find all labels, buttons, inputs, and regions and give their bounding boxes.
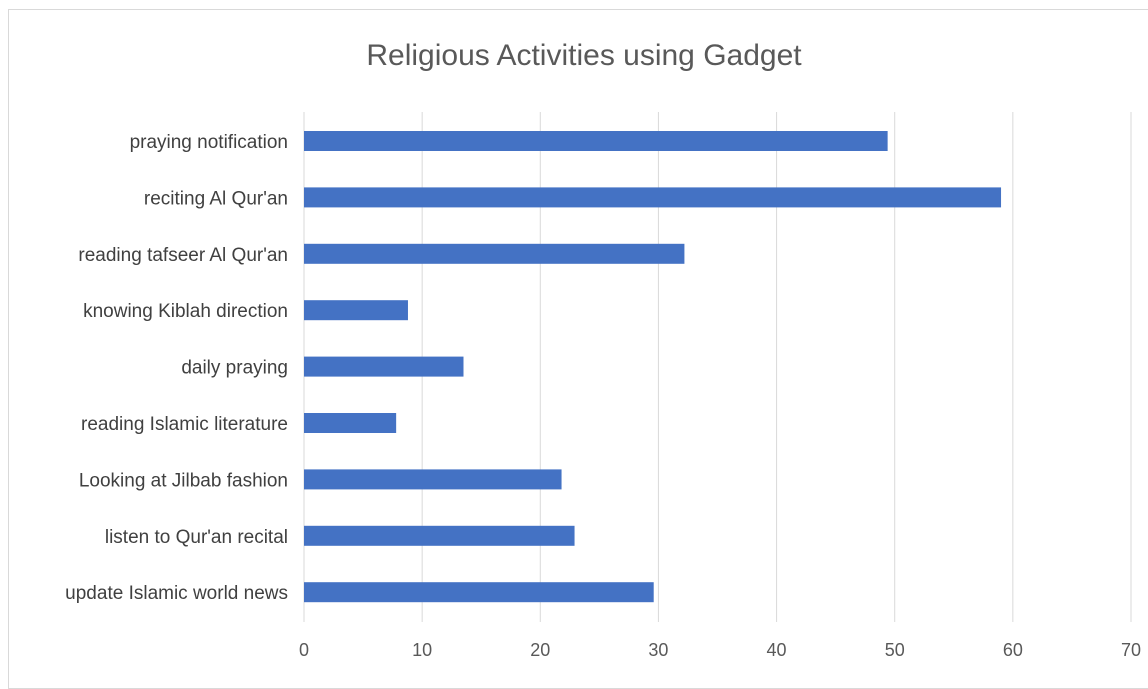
- x-tick-label: 60: [1003, 640, 1023, 660]
- bar: [304, 469, 562, 490]
- x-tick-label: 70: [1121, 640, 1141, 660]
- bar: [304, 131, 888, 151]
- x-tick-label: 50: [885, 640, 905, 660]
- bar: [304, 582, 654, 603]
- category-label: listen to Qur'an recital: [105, 527, 288, 548]
- x-tick-label: 30: [648, 640, 668, 660]
- x-axis-ticks: 0 10 20 30 40 50 60 70: [299, 640, 1141, 660]
- x-tick-label: 20: [530, 640, 550, 660]
- x-tick-label: 10: [412, 640, 432, 660]
- category-label: reciting Al Qur'an: [144, 188, 288, 209]
- category-label: praying notification: [130, 132, 288, 153]
- category-labels: praying notification reciting Al Qur'an re…: [65, 132, 288, 604]
- category-label: update Islamic world news: [65, 583, 288, 604]
- bar: [304, 413, 397, 433]
- x-tick-label: 40: [767, 640, 787, 660]
- category-label: Looking at Jilbab fashion: [79, 470, 288, 491]
- category-label: reading tafseer Al Qur'an: [78, 245, 288, 266]
- bar: [304, 187, 1002, 208]
- bar: [304, 300, 408, 321]
- category-label: knowing Kiblah direction: [83, 301, 288, 322]
- category-label: daily praying: [181, 358, 288, 379]
- category-label: reading Islamic literature: [81, 414, 288, 435]
- chart-frame: [8, 9, 1148, 689]
- bar: [304, 525, 575, 546]
- bar: [304, 243, 685, 264]
- chart-title: Religious Activities using Gadget: [366, 39, 802, 72]
- bars: [304, 131, 1002, 603]
- bar: [304, 356, 464, 377]
- x-tick-label: 0: [299, 640, 309, 660]
